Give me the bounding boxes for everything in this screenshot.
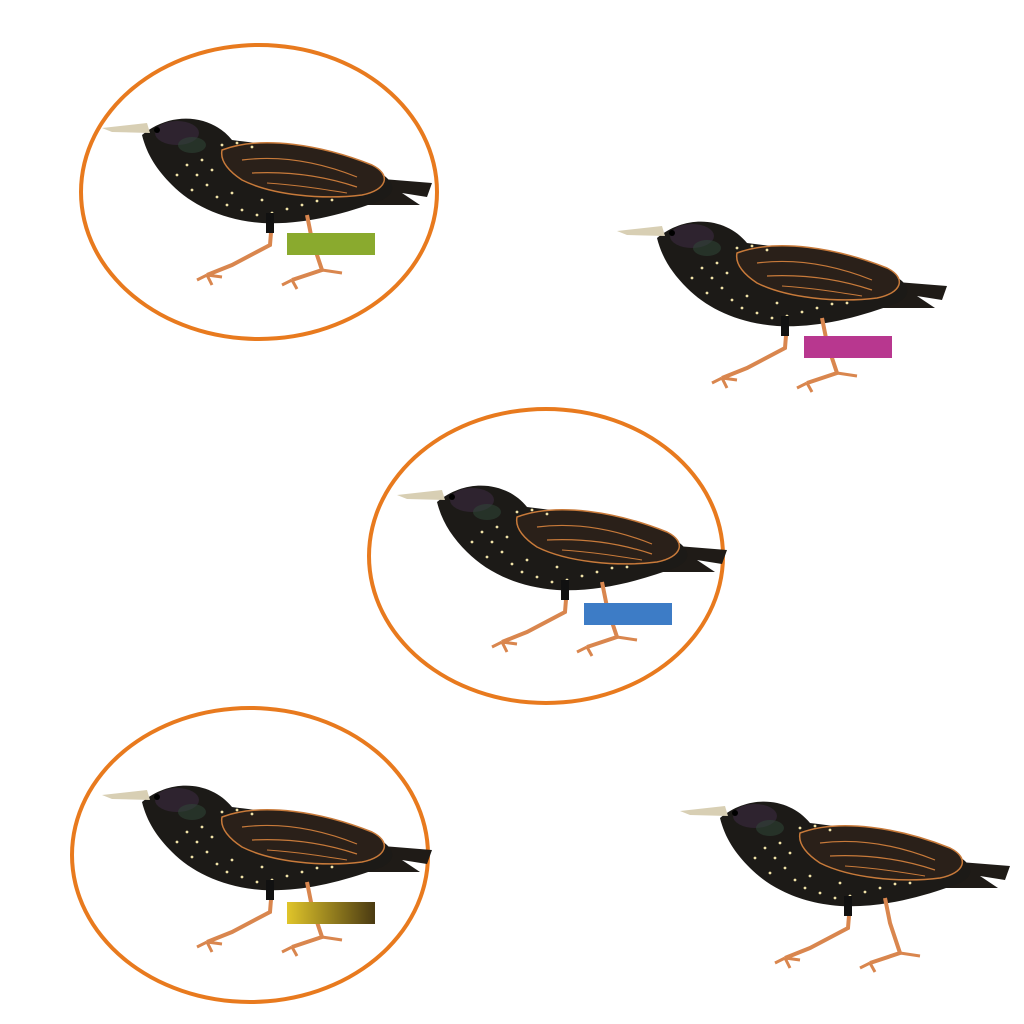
leg-band-blue bbox=[584, 603, 672, 625]
leg-band-gold bbox=[287, 902, 375, 924]
starling-2[interactable] bbox=[615, 208, 949, 408]
leg-band-magenta bbox=[804, 336, 892, 358]
starling-5[interactable] bbox=[678, 788, 1012, 988]
starling-1[interactable] bbox=[100, 105, 434, 305]
starling-3[interactable] bbox=[395, 472, 729, 672]
leg-band-green bbox=[287, 233, 375, 255]
selection-ring-1 bbox=[79, 43, 439, 341]
starling-4[interactable] bbox=[100, 772, 434, 972]
